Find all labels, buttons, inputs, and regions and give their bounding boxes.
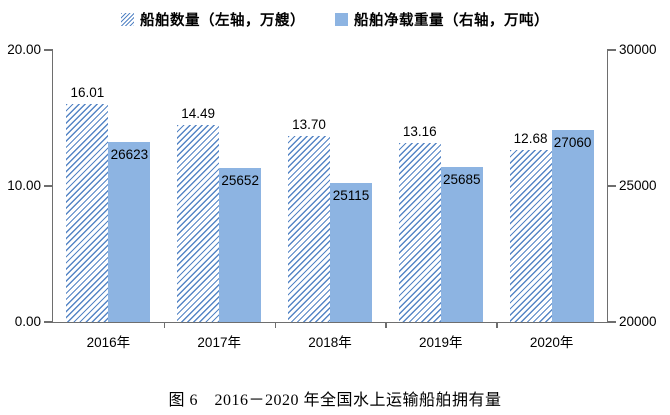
bar-deadweight bbox=[440, 167, 483, 322]
right-axis-tick-label: 20000 bbox=[619, 314, 657, 329]
plot-area: 16.01 26623 2016年 14.49 25652 2017年 13.70 25115… bbox=[7, 42, 656, 350]
left-axis-tick bbox=[44, 185, 53, 187]
bar-ship-count-label: 13.16 bbox=[402, 124, 437, 140]
bar-ship-count bbox=[177, 124, 220, 322]
bar-ship-count bbox=[287, 135, 330, 322]
right-axis-tick-label: 30000 bbox=[619, 42, 657, 57]
x-axis-label: 2019年 bbox=[419, 335, 463, 350]
right-axis-tick bbox=[607, 185, 616, 187]
bar-ship-count-label: 12.68 bbox=[513, 130, 548, 146]
bar-deadweight bbox=[219, 168, 262, 322]
bar-ship-count bbox=[509, 149, 552, 322]
bar-ship-count bbox=[398, 143, 441, 322]
bar-group: 14.49 25652 2017年 bbox=[164, 50, 275, 350]
right-axis-tick bbox=[607, 49, 616, 51]
x-axis-label: 2018年 bbox=[308, 335, 352, 350]
bar-ship-count bbox=[66, 104, 109, 322]
left-axis-tick-label: 20.00 bbox=[7, 42, 41, 57]
bar-deadweight-label: 25685 bbox=[443, 172, 481, 188]
hatched-swatch-icon bbox=[121, 13, 134, 26]
x-axis-tick bbox=[496, 322, 498, 328]
bar-ship-count-label: 13.70 bbox=[292, 116, 326, 132]
x-axis-label: 2020年 bbox=[529, 335, 574, 350]
x-axis-label: 2017年 bbox=[197, 335, 241, 350]
bar-deadweight-label: 27060 bbox=[553, 134, 592, 150]
legend-label-ship-count: 船舶数量（左轴，万艘） bbox=[140, 13, 305, 29]
bar-ship-count-label: 16.01 bbox=[70, 85, 105, 101]
bar-deadweight bbox=[329, 182, 372, 322]
bar-ship-count-label: 14.49 bbox=[181, 105, 216, 121]
bar-group: 16.01 26623 2016年 bbox=[53, 50, 164, 350]
x-axis-label: 2016年 bbox=[86, 335, 131, 350]
x-axis-tick bbox=[274, 322, 277, 328]
right-axis-tick bbox=[607, 321, 616, 323]
bar-group: 12.68 27060 2020年 bbox=[496, 50, 607, 350]
bar-group: 13.16 25685 2019年 bbox=[385, 50, 496, 350]
legend: 船舶数量（左轴，万艘） 船舶净载重量（右轴，万吨） bbox=[0, 9, 670, 30]
bar-groups: 16.01 26623 2016年 14.49 25652 2017年 13.70 25115… bbox=[53, 50, 607, 350]
right-axis-tick-label: 25000 bbox=[619, 178, 657, 193]
legend-item-ship-count: 船舶数量（左轴，万艘） bbox=[121, 9, 305, 30]
legend-item-deadweight: 船舶净载重量（右轴，万吨） bbox=[335, 9, 549, 30]
x-axis-tick bbox=[385, 322, 387, 328]
bar-deadweight-label: 25115 bbox=[332, 187, 370, 203]
left-axis-tick-label: 10.00 bbox=[7, 178, 41, 193]
bar-group: 13.70 25115 2018年 bbox=[275, 50, 386, 350]
left-axis-tick bbox=[44, 321, 53, 323]
x-axis-tick bbox=[163, 322, 166, 328]
bar-deadweight bbox=[108, 141, 151, 322]
legend-label-deadweight: 船舶净载重量（右轴，万吨） bbox=[354, 13, 549, 29]
figure-caption: 图 6 2016－2020 年全国水上运输船舶拥有量 bbox=[168, 392, 502, 409]
left-axis-tick-label: 0.00 bbox=[14, 314, 41, 329]
solid-swatch-icon bbox=[335, 13, 348, 26]
bar-deadweight-label: 25652 bbox=[221, 173, 259, 189]
bar-deadweight-label: 26623 bbox=[110, 146, 149, 162]
left-axis-tick bbox=[44, 49, 53, 51]
bar-deadweight bbox=[551, 129, 594, 322]
